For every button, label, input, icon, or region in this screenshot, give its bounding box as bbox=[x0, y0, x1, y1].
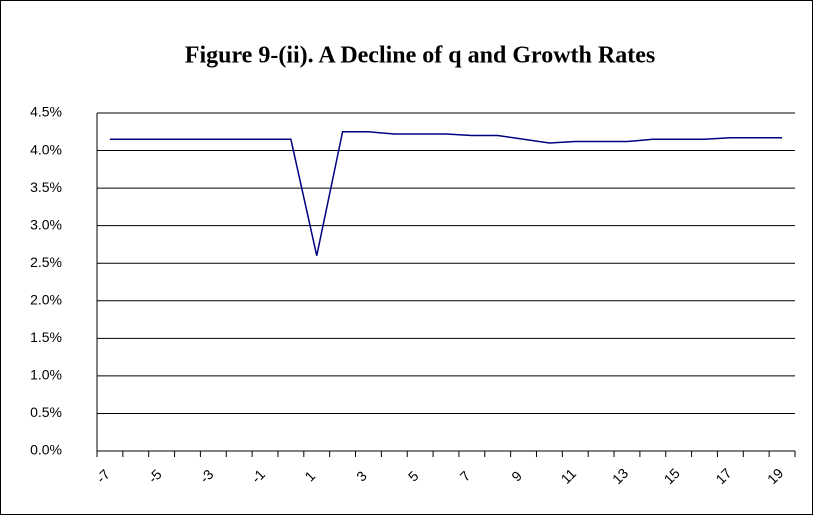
y-tick-label: 2.0% bbox=[30, 291, 62, 307]
chart-title: Figure 9-(ii). A Decline of q and Growth… bbox=[185, 43, 655, 69]
y-tick-label: 3.0% bbox=[30, 216, 62, 232]
y-tick-label: 2.5% bbox=[30, 254, 62, 270]
y-tick-label: 1.0% bbox=[30, 367, 62, 383]
y-tick-label: 3.5% bbox=[30, 179, 62, 195]
y-tick-label: 0.0% bbox=[30, 442, 62, 458]
series-line bbox=[109, 131, 783, 256]
y-tick-label: 1.5% bbox=[30, 329, 62, 345]
y-tick-label: 4.0% bbox=[30, 141, 62, 157]
y-tick-label: 0.5% bbox=[30, 404, 62, 420]
y-tick-label: 4.5% bbox=[30, 104, 62, 120]
